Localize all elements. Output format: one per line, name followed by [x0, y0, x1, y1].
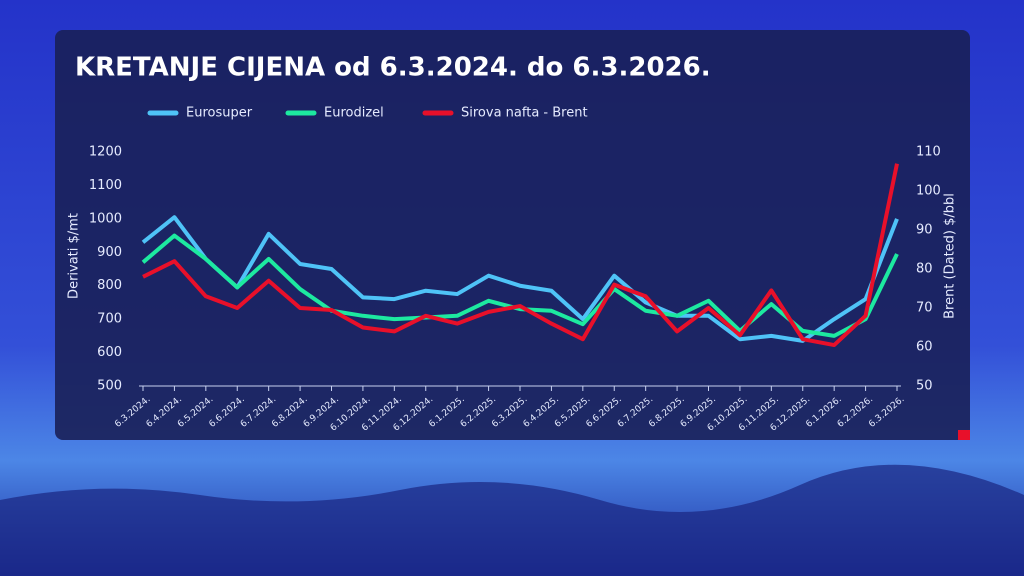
horizon [0, 464, 1024, 576]
series-line [142, 163, 899, 348]
legend-label: Eurosuper [186, 106, 253, 121]
legend-label: Sirova nafta - Brent [461, 106, 588, 121]
y-tick-label: 900 [97, 245, 122, 260]
series-line [141, 233, 899, 338]
y2-tick-label: 50 [916, 379, 933, 394]
y-axis-label: Derivati $/mt [67, 213, 82, 299]
y2-tick-label: 70 [916, 301, 933, 316]
y-tick-label: 700 [97, 312, 122, 327]
y2-axis-label: Brent (Dated) $/bbl [943, 193, 958, 319]
y-tick-label: 1000 [89, 211, 122, 226]
y-tick-label: 1100 [89, 178, 122, 193]
y2-tick-label: 100 [916, 184, 941, 199]
y-tick-label: 800 [97, 278, 122, 293]
chart-title: KRETANJE CIJENA od 6.3.2024. do 6.3.2026… [75, 53, 711, 83]
y-tick-label: 600 [97, 345, 122, 360]
y2-tick-label: 110 [916, 145, 941, 160]
y2-tick-label: 60 [916, 340, 933, 355]
y-tick-label: 1200 [89, 145, 122, 160]
panel [55, 30, 970, 440]
y2-tick-label: 90 [916, 223, 933, 238]
y2-tick-label: 80 [916, 262, 933, 277]
y-tick-label: 500 [97, 379, 122, 394]
corner-mark [958, 430, 970, 440]
series-line [141, 215, 899, 343]
legend-label: Eurodizel [324, 106, 384, 121]
